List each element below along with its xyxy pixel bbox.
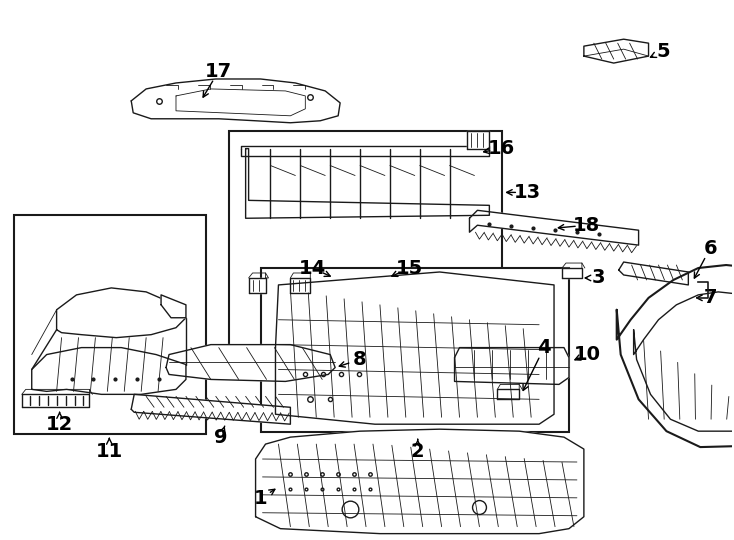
Polygon shape	[161, 295, 186, 318]
Text: 17: 17	[206, 62, 233, 80]
Text: 8: 8	[353, 350, 367, 369]
Polygon shape	[22, 394, 90, 407]
Text: 18: 18	[573, 216, 600, 235]
Polygon shape	[246, 148, 490, 218]
Polygon shape	[166, 345, 335, 381]
Text: 11: 11	[95, 442, 123, 461]
Polygon shape	[454, 348, 569, 384]
Polygon shape	[619, 262, 688, 285]
Bar	[261, 268, 569, 432]
Polygon shape	[255, 429, 584, 534]
Polygon shape	[468, 131, 490, 149]
Text: 10: 10	[573, 345, 600, 364]
Text: 2: 2	[411, 442, 424, 461]
Text: 9: 9	[214, 428, 228, 447]
Text: 13: 13	[514, 183, 541, 202]
Text: 12: 12	[46, 415, 73, 434]
Text: 16: 16	[487, 139, 515, 158]
Text: 15: 15	[396, 259, 424, 278]
Polygon shape	[470, 210, 639, 245]
Text: 14: 14	[299, 259, 326, 278]
Text: 3: 3	[592, 268, 606, 287]
Text: 5: 5	[657, 42, 670, 60]
Polygon shape	[57, 288, 186, 338]
Polygon shape	[275, 272, 554, 424]
Polygon shape	[32, 348, 186, 394]
Bar	[14, 215, 206, 434]
Text: 1: 1	[254, 489, 267, 508]
Polygon shape	[291, 278, 310, 293]
Polygon shape	[498, 389, 519, 400]
Bar	[229, 131, 502, 355]
Polygon shape	[241, 146, 490, 156]
Polygon shape	[249, 278, 266, 293]
Text: 7: 7	[703, 288, 717, 307]
Text: 6: 6	[703, 239, 717, 258]
Polygon shape	[584, 39, 649, 63]
Polygon shape	[562, 268, 582, 278]
Polygon shape	[131, 394, 291, 424]
Polygon shape	[131, 79, 340, 123]
Text: 4: 4	[537, 338, 551, 357]
Polygon shape	[617, 265, 734, 447]
